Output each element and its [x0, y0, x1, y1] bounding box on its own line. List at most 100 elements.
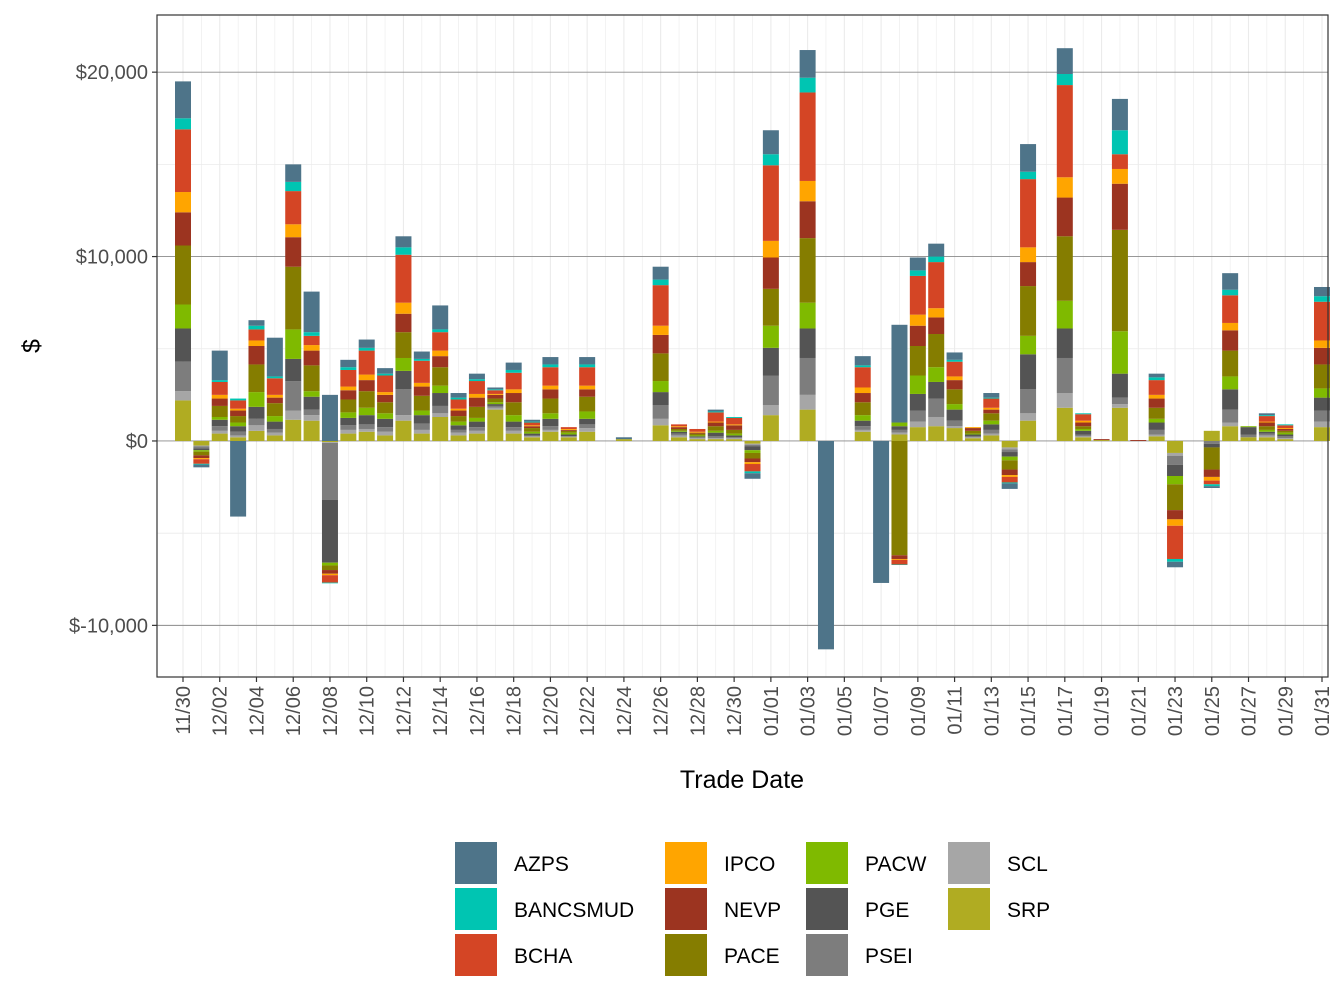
bar-segment-pge	[560, 434, 577, 437]
bar-segment-ipco	[230, 408, 247, 411]
bar-segment-scl	[377, 431, 394, 436]
legend-label: BANCSMUD	[514, 899, 634, 922]
bar-segment-psei	[946, 420, 963, 427]
bar-segment-azps	[744, 473, 761, 479]
bar-segment-pge	[358, 415, 375, 425]
bar-segment-bcha	[707, 412, 724, 422]
bar-segment-srp	[946, 428, 963, 441]
bar-segment-scl	[726, 438, 743, 440]
bar-segment-bcha	[1056, 85, 1073, 178]
bar-segment-bcha	[579, 367, 596, 386]
bar-segment-ipco	[1314, 340, 1330, 348]
bar-segment-pge	[744, 446, 761, 451]
bar-segment-bancsmud	[285, 181, 302, 192]
bar-segment-azps	[983, 393, 1000, 398]
bar-segment-bcha	[377, 375, 394, 393]
x-tick-label: 01/07	[871, 686, 893, 736]
bar-segment-srp	[707, 439, 724, 441]
bar-segment-scl	[468, 430, 485, 434]
bar-segment-azps	[303, 291, 320, 333]
bar-segment-psei	[762, 375, 779, 406]
bar-segment-bcha	[468, 381, 485, 394]
bar-segment-pacw	[505, 415, 522, 422]
bar-segment-pacw	[1277, 432, 1294, 435]
bar-segment-bcha	[854, 367, 871, 388]
bar-segment-scl	[707, 438, 724, 440]
bar-segment-ipco	[395, 302, 412, 314]
bar-segment-srp	[468, 433, 485, 441]
bar-segment-pge	[689, 436, 706, 438]
bar-segment-nevp	[964, 428, 981, 431]
bar-segment-bancsmud	[762, 154, 779, 166]
legend-label: SRP	[1007, 899, 1050, 922]
bar-segment-pge	[1056, 328, 1073, 358]
bar-segment-pacw	[1075, 428, 1092, 431]
bar-segment-pacw	[542, 413, 559, 419]
bar-segment-nevp	[909, 325, 926, 346]
bar-segment-srp	[1167, 440, 1184, 453]
bar-segment-srp	[1001, 440, 1018, 448]
bar-segment-pacw	[468, 417, 485, 422]
legend-item-bcha: BCHA	[455, 934, 572, 976]
x-tick-label: 01/27	[1239, 686, 1261, 736]
bar-segment-bancsmud	[468, 379, 485, 382]
bar-segment-azps	[817, 440, 834, 650]
bar-segment-scl	[744, 443, 761, 445]
bar-segment-ipco	[1167, 519, 1184, 526]
bar-segment-azps	[230, 440, 247, 517]
bar-segment-ipco	[1075, 420, 1092, 423]
bar-segment-scl	[1056, 393, 1073, 408]
bar-segment-psei	[542, 426, 559, 430]
bar-segment-ipco	[671, 426, 688, 428]
bar-segment-azps	[395, 236, 412, 248]
bar-segment-srp	[1111, 407, 1128, 441]
bar-segment-scl	[909, 421, 926, 428]
bar-segment-nevp	[1258, 422, 1275, 427]
bar-segment-scl	[854, 429, 871, 432]
bar-segment-bancsmud	[395, 247, 412, 255]
bar-segment-ipco	[983, 407, 1000, 410]
bar-segment-pace	[909, 346, 926, 376]
bar-segment-pace	[1056, 236, 1073, 301]
bar-segment-nevp	[377, 394, 394, 403]
bar-segment-psei	[909, 410, 926, 422]
bar-segment-psei	[450, 429, 467, 433]
bar-segment-srp	[395, 420, 412, 441]
bar-segment-nevp	[248, 346, 265, 365]
bar-segment-azps	[175, 81, 191, 119]
bar-segment-bcha	[230, 400, 247, 409]
bar-segment-scl	[340, 429, 357, 434]
x-tick-label: 01/25	[1202, 686, 1224, 736]
bar-segment-pace	[175, 245, 191, 305]
legend-swatch	[455, 842, 497, 884]
bar-segment-psei	[579, 424, 596, 429]
bar-segment-pacw	[230, 422, 247, 427]
bar-segment-srp	[1222, 426, 1239, 441]
bar-segment-srp	[1020, 420, 1037, 441]
bar-segment-scl	[1020, 413, 1037, 421]
bar-segment-pace	[1148, 407, 1165, 419]
bar-segment-bcha	[542, 367, 559, 386]
bar-segment-bcha	[1258, 416, 1275, 422]
bar-segment-pge	[193, 448, 210, 451]
bar-segment-srp	[211, 433, 228, 441]
bar-segment-pge	[432, 393, 449, 406]
bar-segment-ipco	[560, 428, 577, 430]
x-axis-title: Trade Date	[680, 766, 804, 794]
bar-segment-nevp	[285, 237, 302, 267]
bar-segment-bancsmud	[579, 364, 596, 368]
bar-segment-pacw	[1001, 456, 1018, 461]
legend-label: AZPS	[514, 853, 569, 876]
bar-segment-bcha	[193, 459, 210, 464]
bar-segment-pacw	[652, 381, 669, 393]
bar-segment-bcha	[524, 422, 541, 426]
bar-segment-psei	[1240, 434, 1257, 438]
bar-segment-nevp	[1056, 197, 1073, 237]
bar-segment-ipco	[505, 389, 522, 394]
bar-segment-pace	[193, 451, 210, 456]
legend-item-pace: PACE	[665, 934, 780, 976]
bar-segment-srp	[175, 400, 191, 441]
bar-segment-nevp	[1020, 262, 1037, 287]
bar-segment-azps	[1111, 98, 1128, 131]
